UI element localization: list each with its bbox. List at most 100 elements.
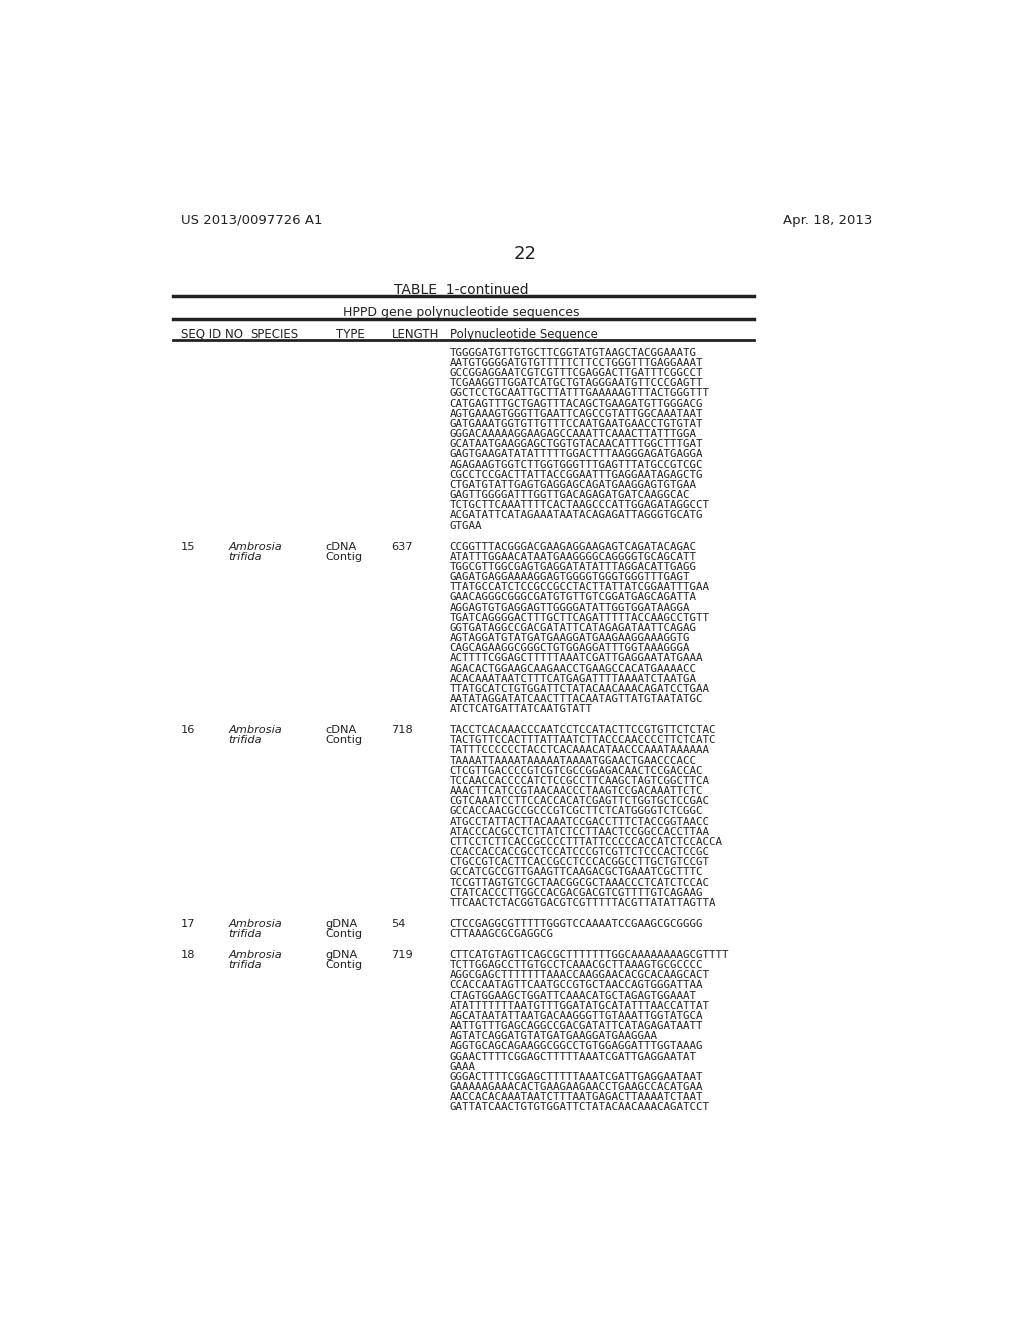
Text: Ambrosia: Ambrosia [228, 950, 283, 960]
Text: 719: 719 [391, 950, 414, 960]
Text: TTATGCATCTGTGGATTCTATACAACAAACAGATCCTGAA: TTATGCATCTGTGGATTCTATACAACAAACAGATCCTGAA [450, 684, 710, 694]
Text: ATCTCATGATTATCAATGTATT: ATCTCATGATTATCAATGTATT [450, 704, 593, 714]
Text: AGCATAATATTAATGACAAGGGTTGTAAATTGGTATGCA: AGCATAATATTAATGACAAGGGTTGTAAATTGGTATGCA [450, 1011, 703, 1020]
Text: Contig: Contig [326, 960, 362, 970]
Text: CTGATGTATTGAGTGAGGAGCAGATGAAGGAGTGTGAA: CTGATGTATTGAGTGAGGAGCAGATGAAGGAGTGTGAA [450, 480, 696, 490]
Text: GAAAAAGAAACACTGAAGAAGAACCTGAAGCCACATGAA: GAAAAAGAAACACTGAAGAAGAACCTGAAGCCACATGAA [450, 1082, 703, 1092]
Text: ATATTTTTTTAATGTTTGGATATGCATATTTAACCATTAT: ATATTTTTTTAATGTTTGGATATGCATATTTAACCATTAT [450, 1001, 710, 1011]
Text: 15: 15 [180, 541, 196, 552]
Text: US 2013/0097726 A1: US 2013/0097726 A1 [180, 214, 323, 227]
Text: CTCCGAGGCGTTTTTGGGTCCAAAATCCGAAGCGCGGGG: CTCCGAGGCGTTTTTGGGTCCAAAATCCGAAGCGCGGGG [450, 919, 703, 929]
Text: Ambrosia: Ambrosia [228, 541, 283, 552]
Text: GCATAATGAAGGAGCTGGTGTACAACATTTGGCTTTGAT: GCATAATGAAGGAGCTGGTGTACAACATTTGGCTTTGAT [450, 440, 703, 449]
Text: AGTGAAAGTGGGTTGAATTCAGCCGTATTGGCAAATAAT: AGTGAAAGTGGGTTGAATTCAGCCGTATTGGCAAATAAT [450, 409, 703, 418]
Text: AGTATCAGGATGTATGATGAAGGATGAAGGAA: AGTATCAGGATGTATGATGAAGGATGAAGGAA [450, 1031, 657, 1041]
Text: Contig: Contig [326, 929, 362, 939]
Text: GAGATGAGGAAAAGGAGTGGGGTGGGTGGGTTTGAGT: GAGATGAGGAAAAGGAGTGGGGTGGGTGGGTTTGAGT [450, 572, 690, 582]
Text: GAAA: GAAA [450, 1061, 475, 1072]
Text: GAGTTGGGGATTTGGTTGACAGAGATGATCAAGGCAC: GAGTTGGGGATTTGGTTGACAGAGATGATCAAGGCAC [450, 490, 690, 500]
Text: AGGAGTGTGAGGAGTTGGGGATATTGGTGGATAAGGA: AGGAGTGTGAGGAGTTGGGGATATTGGTGGATAAGGA [450, 602, 690, 612]
Text: CCACCAATAGTTCAATGCCGTGCTAACCAGTGGGATTAA: CCACCAATAGTTCAATGCCGTGCTAACCAGTGGGATTAA [450, 981, 703, 990]
Text: GAACAGGGCGGGCGATGTGTTGTCGGATGAGCAGATTA: GAACAGGGCGGGCGATGTGTTGTCGGATGAGCAGATTA [450, 593, 696, 602]
Text: TATTTCCCCCCTACCTCACAAACATAACCCAAATAAAAAA: TATTTCCCCCCTACCTCACAAACATAACCCAAATAAAAAA [450, 746, 710, 755]
Text: GATTATCAACTGTGTGGATTCTATACAACAAACAGATCCT: GATTATCAACTGTGTGGATTCTATACAACAAACAGATCCT [450, 1102, 710, 1113]
Text: trifida: trifida [228, 960, 262, 970]
Text: GCCATCGCCGTTGAAGTTCAAGACGCTGAAATCGCTTTC: GCCATCGCCGTTGAAGTTCAAGACGCTGAAATCGCTTTC [450, 867, 703, 878]
Text: TCTTGGAGCCTTGTGCCTCAAACGCTTAAAGTGCGCCCC: TCTTGGAGCCTTGTGCCTCAAACGCTTAAAGTGCGCCCC [450, 960, 703, 970]
Text: TGGGGATGTTGTGCTTCGGTATGTAAGCTACGGAAATG: TGGGGATGTTGTGCTTCGGTATGTAAGCTACGGAAATG [450, 348, 696, 358]
Text: TAAAATTAAAATAAAAATAAAATGGAACTGAACCCACC: TAAAATTAAAATAAAAATAAAATGGAACTGAACCCACC [450, 755, 696, 766]
Text: AATTGTTTGAGCAGGCCGACGATATTCATAGAGATAATT: AATTGTTTGAGCAGGCCGACGATATTCATAGAGATAATT [450, 1022, 703, 1031]
Text: CTATCACCCTTGGCCACGACGACGTCGTTTTGTCAGAAG: CTATCACCCTTGGCCACGACGACGTCGTTTTGTCAGAAG [450, 888, 703, 898]
Text: Polynucleotide Sequence: Polynucleotide Sequence [450, 327, 597, 341]
Text: ATGCCTATTACTTACAAATCCGACCTTTCTACCGGTAACC: ATGCCTATTACTTACAAATCCGACCTTTCTACCGGTAACC [450, 817, 710, 826]
Text: HPPD gene polynucleotide sequences: HPPD gene polynucleotide sequences [343, 306, 580, 319]
Text: AGGCGAGCTTTTTTTAAACCAAGGAACACGCACAAGCACT: AGGCGAGCTTTTTTTAAACCAAGGAACACGCACAAGCACT [450, 970, 710, 981]
Text: 16: 16 [180, 725, 196, 735]
Text: GGGACAAAAAGGAAGAGCCAAATTCAAACTTATTTGGA: GGGACAAAAAGGAAGAGCCAAATTCAAACTTATTTGGA [450, 429, 696, 440]
Text: TCGAAGGTTGGATCATGCTGTAGGGAATGTTCCCGAGTT: TCGAAGGTTGGATCATGCTGTAGGGAATGTTCCCGAGTT [450, 379, 703, 388]
Text: CAGCAGAAGGCGGGCTGTGGAGGATTTGGTAAAGGGA: CAGCAGAAGGCGGGCTGTGGAGGATTTGGTAAAGGGA [450, 643, 690, 653]
Text: GGGACTTTTCGGAGCTTTTTAAATCGATTGAGGAATAAT: GGGACTTTTCGGAGCTTTTTAAATCGATTGAGGAATAAT [450, 1072, 703, 1082]
Text: ACACAAATAATCTTTCATGAGATTTTAAAATCTAATGA: ACACAAATAATCTTTCATGAGATTTTAAAATCTAATGA [450, 673, 696, 684]
Text: AAACTTCATCCGTAACAACCCTAAGTCCGACAAATTCTC: AAACTTCATCCGTAACAACCCTAAGTCCGACAAATTCTC [450, 787, 703, 796]
Text: GGAACTTTTCGGAGCTTTTTAAATCGATTGAGGAATAT: GGAACTTTTCGGAGCTTTTTAAATCGATTGAGGAATAT [450, 1052, 696, 1061]
Text: CCGGTTTACGGGACGAAGAGGAAGAGTCAGATACAGAC: CCGGTTTACGGGACGAAGAGGAAGAGTCAGATACAGAC [450, 541, 696, 552]
Text: TCCGTTAGTGTCGCTAACGGCGCTAAACCCTCATCTCCAC: TCCGTTAGTGTCGCTAACGGCGCTAAACCCTCATCTCCAC [450, 878, 710, 887]
Text: CGTCAAATCCTTCCACCACATCGAGTTCTGGTGCTCCGAC: CGTCAAATCCTTCCACCACATCGAGTTCTGGTGCTCCGAC [450, 796, 710, 807]
Text: TGGCGTTGGCGAGTGAGGATATATTTAGGACATTGAGG: TGGCGTTGGCGAGTGAGGATATATTTAGGACATTGAGG [450, 562, 696, 572]
Text: TGATCAGGGGACTTTGCTTCAGATTTTTACCAAGCCTGTT: TGATCAGGGGACTTTGCTTCAGATTTTTACCAAGCCTGTT [450, 612, 710, 623]
Text: AATGTGGGGATGTGTTTTTCTTCCTGGGTTTGAGGAAAT: AATGTGGGGATGTGTTTTTCTTCCTGGGTTTGAGGAAAT [450, 358, 703, 368]
Text: TACTGTTCCACTTTATTAATCTTACCCAACCCCTTCTCATC: TACTGTTCCACTTTATTAATCTTACCCAACCCCTTCTCAT… [450, 735, 716, 746]
Text: gDNA: gDNA [326, 919, 357, 929]
Text: CTCGTTGACCCCGTCGTCGCCGGAGACAACTCCGACCAC: CTCGTTGACCCCGTCGTCGCCGGAGACAACTCCGACCAC [450, 766, 703, 776]
Text: ATATTTGGAACATAATGAAGGGGCAGGGGTGCAGCATT: ATATTTGGAACATAATGAAGGGGCAGGGGTGCAGCATT [450, 552, 696, 562]
Text: ATACCCACGCCTCTTATCTCCTTAACTCCGGCCACCTTAA: ATACCCACGCCTCTTATCTCCTTAACTCCGGCCACCTTAA [450, 826, 710, 837]
Text: TTATGCCATCTCCGCCGCCTACTTATTATCGGAATTTGAA: TTATGCCATCTCCGCCGCCTACTTATTATCGGAATTTGAA [450, 582, 710, 593]
Text: AGGTGCAGCAGAAGGCGGCCTGTGGAGGATTTGGTAAAG: AGGTGCAGCAGAAGGCGGCCTGTGGAGGATTTGGTAAAG [450, 1041, 703, 1052]
Text: trifida: trifida [228, 735, 262, 746]
Text: GGTGATAGGCCGACGATATTCATAGAGATAATTCAGAG: GGTGATAGGCCGACGATATTCATAGAGATAATTCAGAG [450, 623, 696, 632]
Text: AGTAGGATGTATGATGAAGGATGAAGAAGGAAAGGTG: AGTAGGATGTATGATGAAGGATGAAGAAGGAAAGGTG [450, 634, 690, 643]
Text: 22: 22 [513, 244, 537, 263]
Text: Ambrosia: Ambrosia [228, 919, 283, 929]
Text: ACGATATTCATAGAAATAATACAGAGATTAGGGTGCATG: ACGATATTCATAGAAATAATACAGAGATTAGGGTGCATG [450, 511, 703, 520]
Text: Ambrosia: Ambrosia [228, 725, 283, 735]
Text: GGCTCCTGCAATTGCTTATTTGAAAAAGTTTACTGGGTTT: GGCTCCTGCAATTGCTTATTTGAAAAAGTTTACTGGGTTT [450, 388, 710, 399]
Text: GTGAA: GTGAA [450, 520, 482, 531]
Text: CTGCCGTCACTTCACCGCCTCCCACGGCCTTGCTGTCCGT: CTGCCGTCACTTCACCGCCTCCCACGGCCTTGCTGTCCGT [450, 857, 710, 867]
Text: AATATAGGATATCAACTTTACAATAGTTATGTAATATGC: AATATAGGATATCAACTTTACAATAGTTATGTAATATGC [450, 694, 703, 704]
Text: GCCGGAGGAATCGTCGTTTCGAGGACTTGATTTCGGCCT: GCCGGAGGAATCGTCGTTTCGAGGACTTGATTTCGGCCT [450, 368, 703, 378]
Text: AGACACTGGAAGCAAGAACCTGAAGCCACATGAAAACC: AGACACTGGAAGCAAGAACCTGAAGCCACATGAAAACC [450, 664, 696, 673]
Text: Apr. 18, 2013: Apr. 18, 2013 [782, 214, 872, 227]
Text: TABLE  1-continued: TABLE 1-continued [394, 284, 528, 297]
Text: 718: 718 [391, 725, 414, 735]
Text: GAGTGAAGATATATTTTTGGACTTTAAGGGAGATGAGGA: GAGTGAAGATATATTTTTGGACTTTAAGGGAGATGAGGA [450, 449, 703, 459]
Text: TYPE: TYPE [336, 327, 365, 341]
Text: ACTTTTCGGAGCTTTTTAAATCGATTGAGGAATATGAAA: ACTTTTCGGAGCTTTTTAAATCGATTGAGGAATATGAAA [450, 653, 703, 664]
Text: CTAGTGGAAGCTGGATTCAAACATGCTAGAGTGGAAAT: CTAGTGGAAGCTGGATTCAAACATGCTAGAGTGGAAAT [450, 990, 696, 1001]
Text: TCTGCTTCAAATTTTCACTAAGCCCATTGGAGATAGGCCT: TCTGCTTCAAATTTTCACTAAGCCCATTGGAGATAGGCCT [450, 500, 710, 511]
Text: TACCTCACAAACCCAATCCTCCATACTTCCGTGTTCTCTAC: TACCTCACAAACCCAATCCTCCATACTTCCGTGTTCTCTA… [450, 725, 716, 735]
Text: CGCCTCCGACTTATTACCGGAATTTGAGGAATAGAGCTG: CGCCTCCGACTTATTACCGGAATTTGAGGAATAGAGCTG [450, 470, 703, 479]
Text: LENGTH: LENGTH [391, 327, 439, 341]
Text: 17: 17 [180, 919, 196, 929]
Text: TTCAACTCTACGGTGACGTCGTTTTTACGTTATATTAGTTA: TTCAACTCTACGGTGACGTCGTTTTTACGTTATATTAGTT… [450, 898, 716, 908]
Text: cDNA: cDNA [326, 725, 357, 735]
Text: GATGAAATGGTGTTGTTTCCAATGAATGAACCTGTGTAT: GATGAAATGGTGTTGTTTCCAATGAATGAACCTGTGTAT [450, 418, 703, 429]
Text: CTTAAAGCGCGAGGCG: CTTAAAGCGCGAGGCG [450, 929, 554, 939]
Text: cDNA: cDNA [326, 541, 357, 552]
Text: CCACCACCACCGCCTCCATCCCGTCGTTCTCCCACTCCGC: CCACCACCACCGCCTCCATCCCGTCGTTCTCCCACTCCGC [450, 847, 710, 857]
Text: 54: 54 [391, 919, 406, 929]
Text: TCCAACCACCCCATCTCCGCCTTCAAGCTAGTCGGCTTCA: TCCAACCACCCCATCTCCGCCTTCAAGCTAGTCGGCTTCA [450, 776, 710, 785]
Text: AACCACACAAATAATCTTTAATGAGACTTAAAATCTAAT: AACCACACAAATAATCTTTAATGAGACTTAAAATCTAAT [450, 1092, 703, 1102]
Text: Contig: Contig [326, 735, 362, 746]
Text: Contig: Contig [326, 552, 362, 562]
Text: SEQ ID NO: SEQ ID NO [180, 327, 243, 341]
Text: CTTCCTCTTCACCGCCCCTTTATTCCCCCACCATCTCCACCA: CTTCCTCTTCACCGCCCCTTTATTCCCCCACCATCTCCAC… [450, 837, 723, 847]
Text: GCCACCAACGCCGCCCGTCGCTTCTCATGGGGTCTCGGC: GCCACCAACGCCGCCCGTCGCTTCTCATGGGGTCTCGGC [450, 807, 703, 817]
Text: 637: 637 [391, 541, 413, 552]
Text: gDNA: gDNA [326, 950, 357, 960]
Text: CTTCATGTAGTTCAGCGCTTTTTTTGGCAAAAAAAAGCGTTTT: CTTCATGTAGTTCAGCGCTTTTTTTGGCAAAAAAAAGCGT… [450, 950, 729, 960]
Text: 18: 18 [180, 950, 196, 960]
